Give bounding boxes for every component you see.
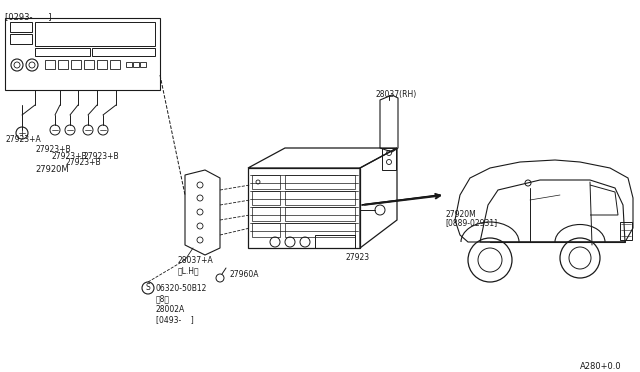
Bar	[97, 60, 107, 69]
Bar	[285, 223, 355, 237]
Bar	[110, 60, 120, 69]
Text: 27923+B: 27923+B	[84, 152, 120, 161]
Text: 27923+A: 27923+A	[5, 135, 41, 144]
Bar	[252, 207, 280, 221]
Bar	[58, 60, 68, 69]
Bar	[382, 148, 396, 170]
Bar	[10, 22, 32, 32]
Bar	[5, 18, 160, 90]
Text: 27923+B: 27923+B	[52, 152, 88, 161]
Bar	[285, 175, 355, 189]
Bar	[252, 191, 280, 205]
Bar	[10, 34, 32, 44]
Bar	[84, 60, 94, 69]
Bar	[315, 235, 355, 248]
Text: A280+0.0: A280+0.0	[580, 362, 621, 371]
Bar	[285, 207, 355, 221]
Bar	[92, 48, 155, 56]
Text: 27923+B: 27923+B	[35, 145, 70, 154]
Bar	[71, 60, 81, 69]
Bar	[252, 223, 280, 237]
Text: 27960A: 27960A	[230, 270, 259, 279]
Text: 27923+B: 27923+B	[66, 158, 102, 167]
Bar	[252, 175, 280, 189]
Text: [0293-      ]: [0293- ]	[5, 12, 51, 21]
Text: 27920M: 27920M	[445, 210, 476, 219]
Text: 06320-50B12
（8）
28002A
[0493-    ]: 06320-50B12 （8） 28002A [0493- ]	[156, 284, 207, 324]
Text: 28037+A
〈L.H〉: 28037+A 〈L.H〉	[178, 256, 214, 275]
Text: 27923: 27923	[345, 253, 369, 262]
Bar	[35, 48, 90, 56]
Text: [0889-02931]: [0889-02931]	[445, 218, 497, 227]
Bar	[45, 60, 55, 69]
Bar	[133, 62, 139, 67]
Bar	[140, 62, 146, 67]
Bar	[35, 22, 155, 46]
Text: S: S	[146, 283, 150, 292]
Text: 28037(RH): 28037(RH)	[375, 90, 416, 99]
Bar	[126, 62, 132, 67]
Bar	[248, 168, 360, 248]
Bar	[285, 191, 355, 205]
Text: 27920M: 27920M	[35, 165, 68, 174]
Bar	[620, 222, 632, 240]
